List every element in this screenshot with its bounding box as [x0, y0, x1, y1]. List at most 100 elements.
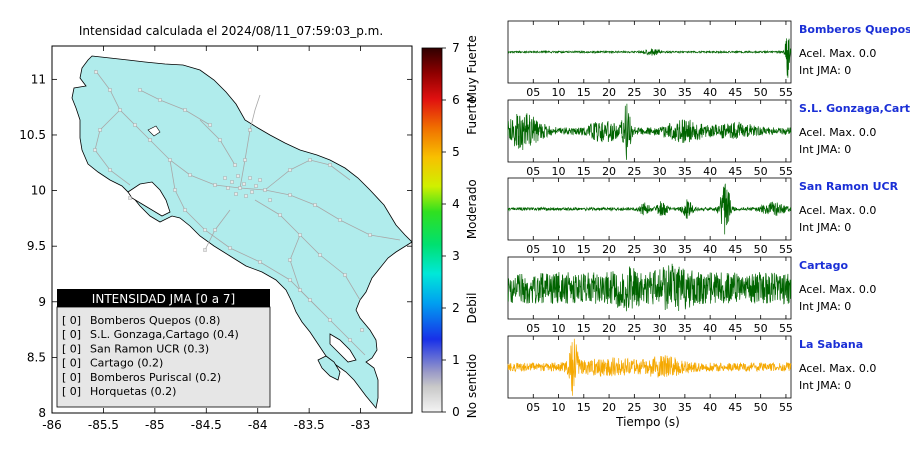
town-marker — [183, 208, 187, 212]
colorbar-tick-label: 4 — [452, 197, 460, 211]
town-marker — [238, 186, 242, 190]
town-marker — [313, 203, 317, 207]
waveform-x-tick-label: 20 — [602, 401, 616, 414]
waveform-x-tick-label: 15 — [577, 401, 591, 414]
town-marker — [168, 158, 172, 162]
town-marker — [328, 318, 332, 322]
waveform-panel: 05 10 15 20 25 30 35 40 45 50 55 La Sabana Acel. Max… — [507, 335, 876, 414]
town-marker — [348, 338, 352, 342]
colorbar-tick-label: 1 — [452, 353, 460, 367]
colorbar-intensity-label: Fuerte — [465, 96, 479, 134]
town-marker — [118, 108, 122, 112]
map-axes: -86 -85.5 -85 -84.5 -84 -83.5 -83 8 8.5 9 9.5 10 10.… — [19, 46, 412, 432]
legend-item-station: Bomberos Quepos (0.8) — [90, 314, 220, 327]
colorbar-intensity-label: Muy Fuerte — [465, 35, 479, 102]
town-marker — [278, 213, 282, 217]
waveform-panel: 05 10 15 20 25 30 35 40 45 50 55 San Ramon UCR Acel.… — [507, 177, 899, 256]
town-marker — [288, 258, 292, 262]
jma-intensity: Int JMA: 0 — [799, 221, 851, 234]
legend-item-station: San Ramon UCR (0.3) — [90, 342, 209, 355]
max-acceleration: Acel. Max. 0.0 — [799, 204, 876, 217]
map-y-tick-label: 11 — [31, 72, 46, 86]
dulce-gulf — [329, 333, 357, 363]
map-x-tick-label: -83 — [351, 418, 371, 432]
colorbar-intensity-label: Debil — [465, 293, 479, 324]
waveform-x-tick-label: 10 — [552, 401, 566, 414]
waveform-x-tick-label: 40 — [703, 86, 717, 99]
town-marker — [213, 183, 217, 187]
town-marker — [236, 174, 240, 178]
town-marker — [148, 138, 152, 142]
waveform-x-tick-label: 30 — [653, 165, 667, 178]
waveform-x-tick-label: 50 — [754, 401, 768, 414]
legend-body — [56, 306, 271, 408]
waveform-x-tick-label: 25 — [627, 401, 641, 414]
osa-peninsula — [317, 355, 341, 381]
waveform-x-tick-label: 35 — [678, 165, 692, 178]
town-marker — [343, 273, 347, 277]
jma-intensity: Int JMA: 0 — [799, 300, 851, 313]
waveform-x-tick-label: 10 — [552, 322, 566, 335]
station-name: S.L. Gonzaga,Cartago — [799, 102, 910, 115]
waveform-x-tick-label: 40 — [703, 322, 717, 335]
legend-item-station: Cartago (0.2) — [90, 357, 163, 370]
town-marker — [298, 233, 302, 237]
town-marker — [242, 182, 246, 186]
waveform-x-tick-label: 45 — [728, 401, 742, 414]
colorbar-tick-label: 3 — [452, 249, 460, 263]
town-marker — [288, 278, 292, 282]
waveform-x-tick-label: 55 — [779, 86, 793, 99]
town-marker — [203, 228, 207, 232]
town-marker — [258, 260, 262, 264]
town-marker — [308, 158, 312, 162]
waveform-x-tick-label: 35 — [678, 243, 692, 256]
waveform-x-tick-label: 25 — [627, 243, 641, 256]
waveform-x-tick-label: 55 — [779, 243, 793, 256]
waveform-x-tick-label: 10 — [552, 243, 566, 256]
town-marker — [188, 173, 192, 177]
waveform-x-tick-label: 10 — [552, 86, 566, 99]
waveform-x-tick-label: 05 — [526, 401, 540, 414]
map-x-tick-label: -83.5 — [294, 418, 325, 432]
town-marker — [133, 123, 137, 127]
map-y-tick-label: 9.5 — [27, 239, 46, 253]
max-acceleration: Acel. Max. 0.0 — [799, 126, 876, 139]
colorbar-tick-label: 6 — [452, 93, 460, 107]
waveform-x-tick-label: 45 — [728, 86, 742, 99]
waveform-x-tick-label: 20 — [602, 243, 616, 256]
waveform-x-tick-label: 55 — [779, 322, 793, 335]
station-name: Cartago — [799, 259, 848, 272]
town-marker — [183, 108, 187, 112]
waveform-x-tick-label: 15 — [577, 86, 591, 99]
waveform-trace — [507, 263, 792, 312]
town-marker — [108, 88, 112, 92]
town-marker — [288, 193, 292, 197]
map-y-tick-label: 8.5 — [27, 350, 46, 364]
waveform-x-tick-label: 55 — [779, 401, 793, 414]
waveform-x-tick-label: 50 — [754, 86, 768, 99]
town-marker — [213, 228, 217, 232]
town-marker — [218, 138, 222, 142]
legend-item-level: [ 0] — [62, 385, 81, 398]
town-marker — [248, 176, 252, 180]
waveform-x-tick-label: 40 — [703, 401, 717, 414]
map-x-tick-label: -85 — [145, 418, 165, 432]
waveform-x-tick-label: 15 — [577, 165, 591, 178]
waveform-trace — [507, 183, 792, 235]
town-marker — [248, 128, 252, 132]
town-marker — [258, 178, 262, 182]
waveform-x-tick-label: 50 — [754, 165, 768, 178]
town-marker — [298, 288, 302, 292]
waveform-x-tick-label: 55 — [779, 165, 793, 178]
waveform-x-tick-label: 25 — [627, 322, 641, 335]
town-marker — [226, 186, 230, 190]
waveform-trace — [507, 38, 792, 78]
waveform-trace — [507, 338, 792, 396]
legend-item-level: [ 0] — [62, 371, 81, 384]
legend-items: [ 0] Bomberos Quepos (0.8) [ 0] S.L. Gonzag… — [62, 314, 239, 398]
waveform-x-tick-label: 35 — [678, 86, 692, 99]
waveform-x-tick-label: 20 — [602, 165, 616, 178]
max-acceleration: Acel. Max. 0.0 — [799, 362, 876, 375]
colorbar: 0 1 2 3 4 5 6 7 No sentido Debil Moderado FuerteMu… — [421, 35, 479, 419]
